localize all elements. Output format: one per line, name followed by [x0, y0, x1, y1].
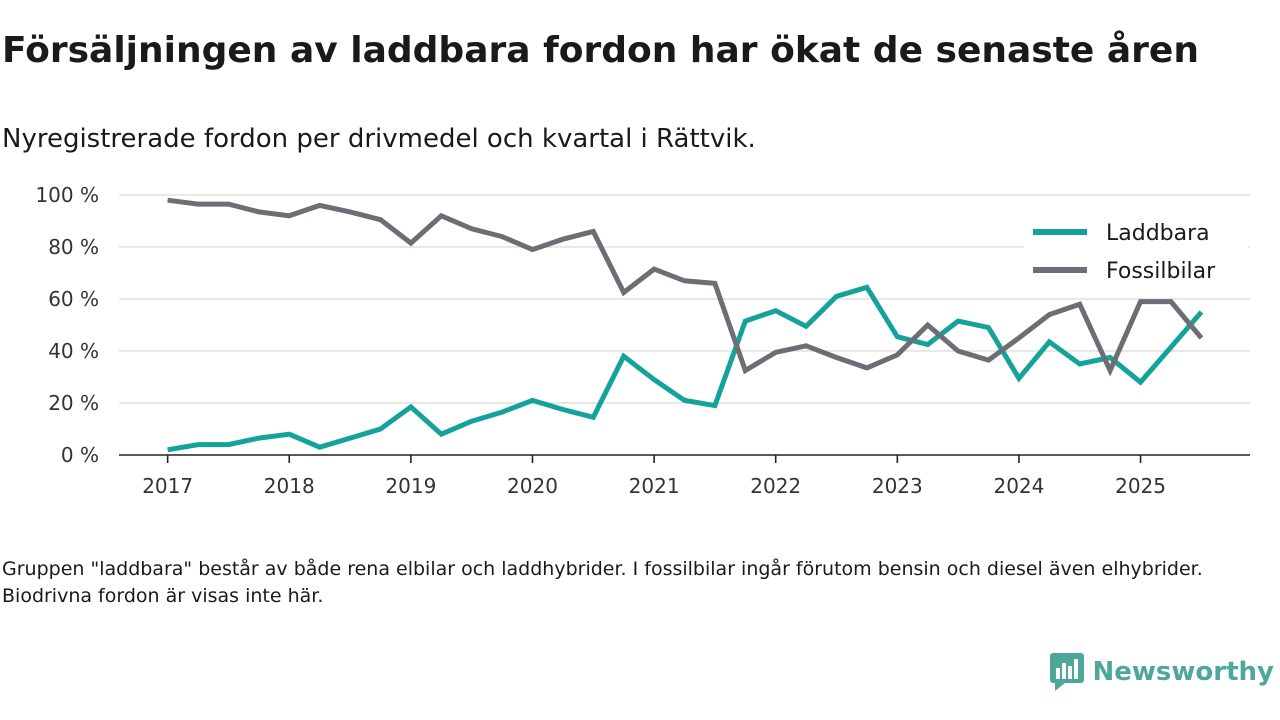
y-tick-label: 40 % — [48, 339, 99, 363]
brand-logo[interactable]: Newsworthy — [1049, 652, 1274, 692]
y-tick-label: 0 % — [61, 443, 99, 467]
chart-title: Försäljningen av laddbara fordon har öka… — [2, 30, 1199, 71]
series-line-laddbara — [167, 284, 1204, 453]
x-tick-label: 2020 — [507, 474, 558, 498]
legend-background — [1024, 210, 1248, 298]
newsworthy-logo-icon — [1049, 653, 1084, 691]
series-lines — [167, 197, 1204, 453]
y-tick-label: 60 % — [48, 287, 99, 311]
series-line-fossilbilar — [167, 197, 1204, 377]
chart-subtitle: Nyregistrerade fordon per drivmedel och … — [2, 124, 756, 154]
legend-label-laddbara: Laddbara — [1106, 221, 1210, 246]
footnote: Gruppen "laddbara" består av både rena e… — [2, 558, 1203, 607]
y-tick-label: 80 % — [48, 235, 99, 259]
y-tick-label: 20 % — [48, 391, 99, 415]
legend: Laddbara Fossilbilar — [1024, 210, 1248, 298]
x-tick-label: 2021 — [629, 474, 680, 498]
x-axis: 2017 2018 2019 2020 2021 2022 2023 2024 2025 — [142, 455, 1166, 498]
legend-label-fossilbilar: Fossilbilar — [1106, 259, 1216, 284]
x-tick-label: 2023 — [872, 474, 923, 498]
brand-name: Newsworthy — [1092, 657, 1274, 687]
line-chart: 0 % 20 % 40 % 60 % 80 % 100 % 2017 2018 2019 202… — [35, 183, 1250, 498]
x-tick-label: 2022 — [750, 474, 801, 498]
x-tick-label: 2017 — [142, 474, 193, 498]
x-tick-label: 2019 — [385, 474, 436, 498]
y-tick-label: 100 % — [35, 183, 99, 207]
x-tick-label: 2018 — [264, 474, 315, 498]
x-tick-label: 2024 — [993, 474, 1044, 498]
x-tick-label: 2025 — [1115, 474, 1166, 498]
y-axis: 0 % 20 % 40 % 60 % 80 % 100 % — [35, 183, 99, 467]
